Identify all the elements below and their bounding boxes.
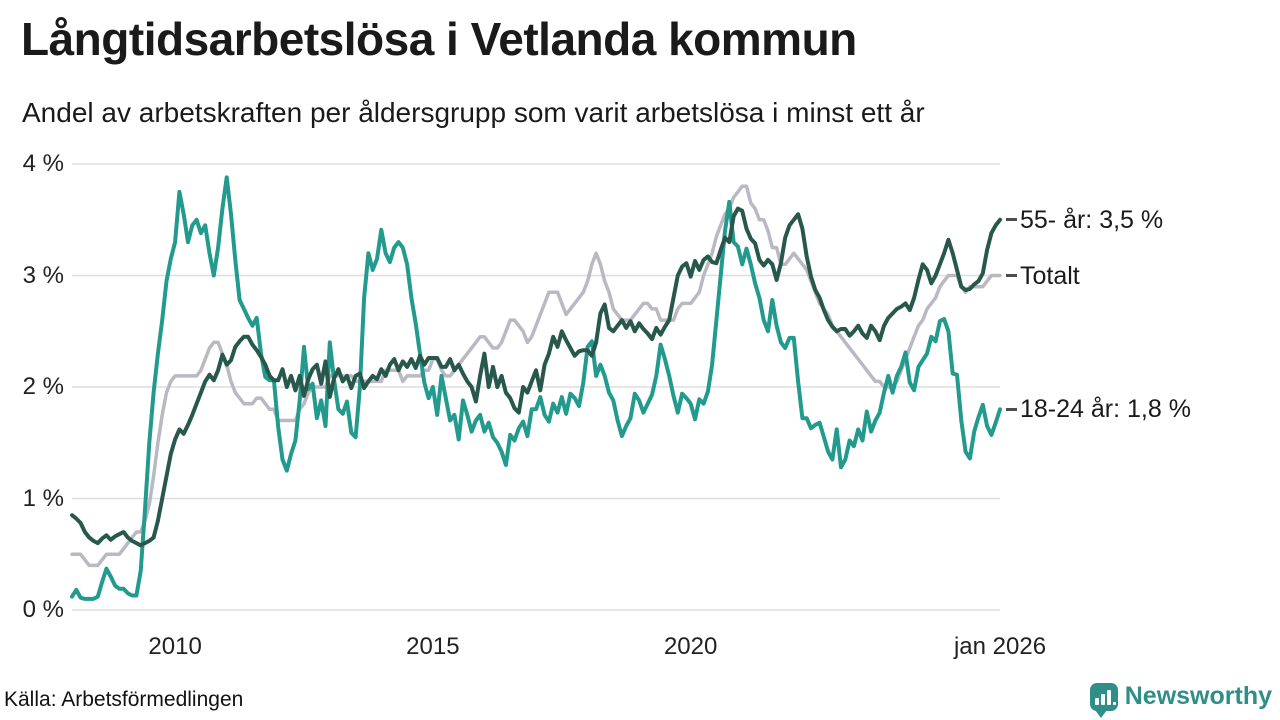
label-dash-icon (1006, 218, 1017, 222)
label-dash-icon (1006, 273, 1017, 277)
x-axis-tick: 2020 (663, 633, 718, 660)
series-label-totalt: Totalt (1006, 260, 1080, 292)
y-axis-tick: 1 % (22, 484, 64, 512)
series-line-55-r (70, 206, 1002, 548)
y-axis-tick: 0 % (22, 596, 64, 623)
chart-subtitle: Andel av arbetskraften per åldersgrupp s… (22, 97, 925, 128)
y-axis-tick: 2 % (22, 373, 64, 400)
page-title: Långtidsarbetslösa i Vetlanda kommun (21, 13, 857, 65)
y-axis-tick: 3 % (22, 261, 64, 289)
y-axis-tick: 4 % (22, 150, 64, 177)
x-axis-tick: jan 2026 (953, 633, 1047, 660)
newsworthy-logo-icon (1089, 682, 1118, 718)
series-line-18-24-r (70, 175, 1002, 601)
newsworthy-brand: Newsworthy (1089, 682, 1272, 718)
label-dash-icon (1006, 407, 1017, 411)
x-axis-tick: 2015 (406, 633, 460, 660)
source-note: Källa: Arbetsförmedlingen (4, 688, 244, 711)
newsworthy-wordmark: Newsworthy (1124, 682, 1272, 710)
x-axis-tick: 2010 (148, 633, 202, 660)
series-label-18-24: 18-24 år: 1,8 % (1006, 393, 1191, 425)
series-label-55-plus: 55- år: 3,5 % (1006, 204, 1163, 236)
